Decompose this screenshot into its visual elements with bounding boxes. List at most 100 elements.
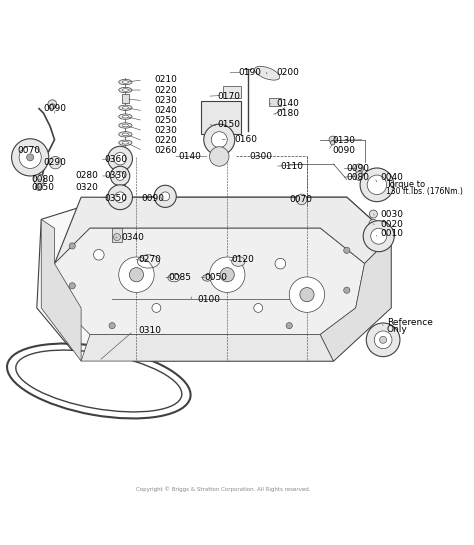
- Ellipse shape: [202, 275, 212, 281]
- Circle shape: [113, 233, 120, 240]
- Circle shape: [119, 257, 154, 293]
- Circle shape: [154, 185, 176, 208]
- Ellipse shape: [122, 89, 128, 92]
- Ellipse shape: [119, 80, 132, 84]
- Circle shape: [210, 147, 229, 166]
- Polygon shape: [37, 197, 391, 361]
- Text: 0250: 0250: [154, 116, 177, 125]
- Bar: [223, 86, 240, 99]
- Text: 0310: 0310: [139, 326, 162, 336]
- Bar: [269, 99, 281, 106]
- Text: 0220: 0220: [154, 136, 177, 146]
- Circle shape: [296, 194, 307, 205]
- Circle shape: [204, 124, 235, 155]
- Circle shape: [220, 268, 234, 282]
- Circle shape: [380, 336, 387, 343]
- Text: 0090: 0090: [333, 146, 356, 155]
- Circle shape: [11, 139, 49, 176]
- Text: 0170: 0170: [218, 92, 240, 101]
- Circle shape: [344, 287, 350, 293]
- Text: 0200: 0200: [277, 68, 300, 77]
- Text: 0050: 0050: [31, 183, 55, 191]
- Text: 0210: 0210: [154, 75, 177, 84]
- Text: Reference: Reference: [387, 318, 433, 326]
- Ellipse shape: [119, 114, 132, 119]
- Text: 0090: 0090: [347, 164, 370, 173]
- Circle shape: [19, 146, 41, 168]
- Text: 0030: 0030: [380, 210, 403, 220]
- Circle shape: [369, 219, 378, 228]
- Text: 0085: 0085: [169, 273, 192, 282]
- Circle shape: [275, 258, 286, 269]
- Bar: [122, 94, 129, 104]
- Polygon shape: [55, 197, 391, 264]
- Circle shape: [300, 288, 314, 302]
- Text: 0230: 0230: [154, 96, 177, 105]
- Circle shape: [374, 331, 392, 349]
- Text: 0350: 0350: [104, 193, 127, 203]
- Circle shape: [48, 100, 57, 108]
- Circle shape: [93, 250, 104, 260]
- Circle shape: [110, 166, 130, 186]
- Text: 0260: 0260: [154, 146, 177, 155]
- Circle shape: [344, 247, 350, 253]
- Circle shape: [210, 257, 245, 293]
- Circle shape: [289, 277, 325, 312]
- Ellipse shape: [122, 141, 128, 144]
- Circle shape: [367, 175, 387, 195]
- Circle shape: [115, 192, 126, 203]
- Ellipse shape: [119, 105, 132, 111]
- Text: 0120: 0120: [232, 255, 255, 264]
- Text: 0240: 0240: [154, 106, 177, 116]
- Text: 130 ft.lbs. (176Nm.): 130 ft.lbs. (176Nm.): [386, 187, 463, 196]
- Circle shape: [330, 141, 335, 145]
- Polygon shape: [55, 228, 365, 335]
- Circle shape: [366, 323, 400, 356]
- Text: 0090: 0090: [141, 193, 164, 203]
- Ellipse shape: [16, 350, 182, 412]
- Circle shape: [211, 132, 227, 148]
- Circle shape: [108, 146, 132, 171]
- Text: 0290: 0290: [44, 158, 66, 167]
- Ellipse shape: [119, 132, 132, 137]
- Text: 0090: 0090: [44, 104, 66, 113]
- Text: 0040: 0040: [380, 173, 403, 182]
- Text: 0140: 0140: [277, 99, 300, 108]
- Circle shape: [129, 268, 144, 282]
- Text: 0280: 0280: [76, 172, 99, 180]
- Circle shape: [363, 221, 394, 252]
- Polygon shape: [320, 237, 391, 361]
- Polygon shape: [81, 335, 334, 361]
- Ellipse shape: [119, 123, 132, 128]
- Text: 0300: 0300: [249, 152, 273, 161]
- Ellipse shape: [122, 124, 128, 127]
- Text: 0110: 0110: [281, 162, 303, 171]
- Circle shape: [34, 174, 45, 185]
- Circle shape: [355, 164, 364, 173]
- Ellipse shape: [232, 257, 245, 267]
- Circle shape: [152, 304, 161, 312]
- Text: 0080: 0080: [347, 173, 370, 182]
- Text: 0360: 0360: [104, 155, 127, 164]
- Circle shape: [360, 168, 394, 202]
- Circle shape: [254, 304, 263, 312]
- Text: 0220: 0220: [154, 86, 177, 94]
- Ellipse shape: [119, 87, 132, 93]
- Text: 0340: 0340: [121, 233, 144, 243]
- Ellipse shape: [122, 106, 128, 109]
- Text: 0160: 0160: [234, 135, 257, 144]
- Circle shape: [116, 172, 125, 180]
- Text: 0130: 0130: [333, 136, 356, 145]
- Text: 0320: 0320: [76, 183, 99, 191]
- Circle shape: [329, 136, 336, 143]
- Text: Only: Only: [387, 325, 408, 334]
- Text: Copyright © Briggs & Stratton Corporation. All Rights reserved.: Copyright © Briggs & Stratton Corporatio…: [136, 486, 310, 492]
- Text: 0190: 0190: [238, 68, 261, 77]
- Circle shape: [69, 283, 75, 289]
- Text: 0180: 0180: [277, 110, 300, 118]
- Circle shape: [108, 185, 132, 210]
- Text: 0010: 0010: [380, 229, 403, 238]
- Circle shape: [161, 192, 170, 201]
- Circle shape: [49, 156, 62, 169]
- Ellipse shape: [122, 81, 128, 83]
